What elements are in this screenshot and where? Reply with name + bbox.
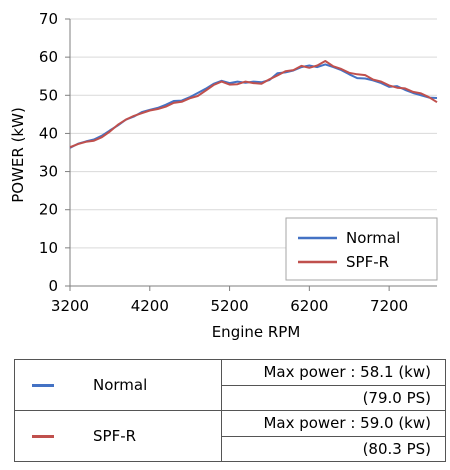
max-power-spfr: Max power : 59.0 (kw)	[221, 410, 446, 437]
max-power-normal: Max power : 58.1 (kw)	[221, 359, 446, 386]
gridlines	[70, 18, 437, 249]
row-name-normal: Normal	[71, 359, 222, 411]
legend-box	[285, 217, 438, 281]
y-tick-label-40: 40	[39, 124, 58, 142]
table-row: SPF-R Max power : 59.0 (kw)	[14, 410, 446, 462]
ps-spfr: (80.3 PS)	[221, 435, 446, 462]
x-tick-label-4200: 4200	[131, 297, 169, 315]
y-tick-label-60: 60	[39, 48, 58, 66]
y-axis-title: POWER (kW)	[9, 107, 27, 203]
y-tick-label-70: 70	[39, 10, 58, 28]
row-marker-cell	[14, 359, 71, 411]
power-chart: 0 10 20 30 40 50 60 70 3200 4200 5200 6200 7200 POWE…	[9, 10, 438, 341]
x-tick-label-3200: 3200	[51, 297, 89, 315]
axes: 0 10 20 30 40 50 60 70 3200 4200 5200 6200 7200	[39, 10, 437, 315]
legend-label-normal: Normal	[346, 229, 400, 247]
spfr-line-marker	[32, 435, 54, 438]
y-tick-label-10: 10	[39, 239, 58, 257]
row-marker-cell	[14, 410, 71, 462]
legend-label-spfr: SPF-R	[346, 253, 389, 271]
ps-normal: (79.0 PS)	[221, 384, 446, 411]
table-row: (80.3 PS)	[15, 435, 446, 462]
x-axis-title: Engine RPM	[212, 323, 301, 341]
summary-table: Normal Max power : 58.1 (kw) (79.0 PS) S…	[14, 359, 446, 462]
y-tick-label-30: 30	[39, 163, 58, 181]
legend: Normal SPF-R	[285, 217, 438, 281]
y-tick-label-50: 50	[39, 86, 58, 104]
x-tick-label-7200: 7200	[370, 297, 408, 315]
series-line-spf-r	[69, 60, 438, 149]
normal-line-marker	[32, 384, 54, 387]
x-tick-label-5200: 5200	[210, 297, 248, 315]
y-tick-label-20: 20	[39, 201, 58, 219]
series-lines	[69, 60, 438, 149]
row-name-spfr: SPF-R	[71, 410, 222, 462]
table-row: Normal Max power : 58.1 (kw)	[14, 359, 446, 411]
x-tick-label-6200: 6200	[290, 297, 328, 315]
y-tick-label-0: 0	[48, 277, 58, 295]
series-line-normal	[69, 63, 438, 149]
